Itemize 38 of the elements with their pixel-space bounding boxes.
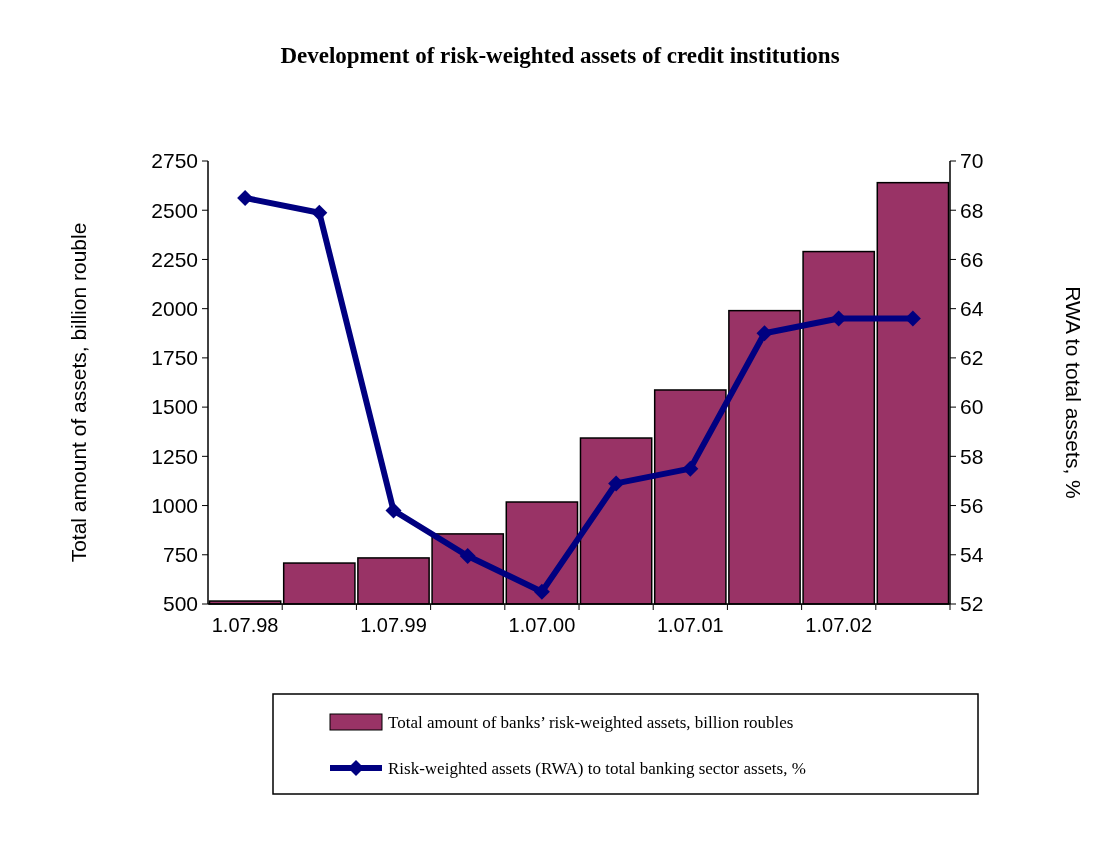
x-tick-label: 1.07.00 xyxy=(508,614,576,636)
x-tick-label: 1.07.98 xyxy=(211,614,279,636)
y2-tick-label: 64 xyxy=(960,297,984,321)
y2-tick-label: 52 xyxy=(960,592,984,616)
y2-tick-label: 56 xyxy=(960,493,984,517)
y-tick-label: 1750 xyxy=(151,346,198,370)
y-tick-label: 2250 xyxy=(151,247,198,271)
legend-label: Total amount of banks’ risk-weighted assets, billion roubles xyxy=(388,712,794,732)
y2-tick-label: 58 xyxy=(960,444,984,468)
y2-tick-label: 62 xyxy=(960,346,984,370)
point xyxy=(311,204,328,221)
y-tick-label: 2750 xyxy=(151,149,198,173)
point xyxy=(682,460,699,477)
y-axis-title: Total amount of assets, billion rouble xyxy=(67,222,90,563)
point xyxy=(533,583,550,600)
point xyxy=(459,548,476,565)
x-tick-label: 1.07.01 xyxy=(656,614,724,636)
point xyxy=(237,189,254,206)
y2-tick-label: 54 xyxy=(960,543,984,567)
y-tick-label: 500 xyxy=(162,592,198,616)
y2-tick-label: 60 xyxy=(960,395,984,419)
y-tick-label: 1000 xyxy=(151,493,198,517)
point xyxy=(608,475,625,492)
y-tick-label: 1500 xyxy=(151,395,198,419)
y-tick-label: 1250 xyxy=(151,444,198,468)
y2-tick-label: 66 xyxy=(960,247,984,271)
y2-tick-label: 68 xyxy=(960,198,984,222)
y-tick-label: 2500 xyxy=(151,198,198,222)
legend-label: Risk-weighted assets (RWA) to total banking sector assets, % xyxy=(388,758,806,778)
chart-title: Development of risk-weighted assets of credit institutions xyxy=(280,43,840,68)
y-tick-label: 2000 xyxy=(151,297,198,321)
y2-axis-title: RWA to total assets, % xyxy=(1062,286,1085,499)
point xyxy=(756,325,773,342)
x-tick-label: 1.07.99 xyxy=(360,614,427,636)
y2-tick-label: 70 xyxy=(960,149,984,173)
point xyxy=(385,502,402,519)
y-tick-label: 750 xyxy=(162,543,198,567)
x-tick-label: 1.07.02 xyxy=(805,614,873,636)
